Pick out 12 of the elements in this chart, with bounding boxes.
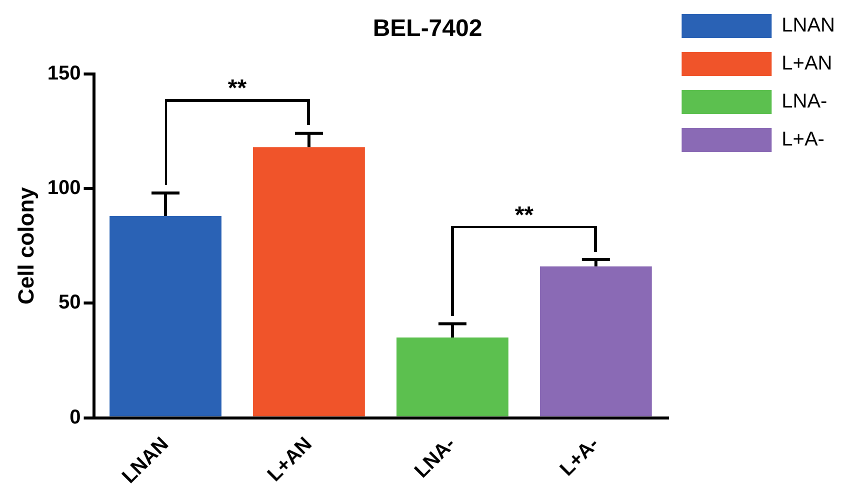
y-tick-label: 150 (47, 62, 81, 84)
y-tick-label: 0 (70, 406, 81, 428)
legend-label: L+AN (782, 52, 832, 75)
legend-label: LNA- (782, 90, 828, 113)
legend-label: L+A- (782, 128, 824, 151)
chart-title: BEL-7402 (372, 15, 482, 42)
y-tick-label: 100 (47, 176, 81, 199)
y-axis-title: Cell colony (13, 186, 38, 304)
annotation: ** (228, 75, 247, 102)
annotation: ** (514, 202, 534, 229)
legend-label: LNAN (782, 14, 836, 37)
y-tick-label: 50 (58, 292, 81, 314)
